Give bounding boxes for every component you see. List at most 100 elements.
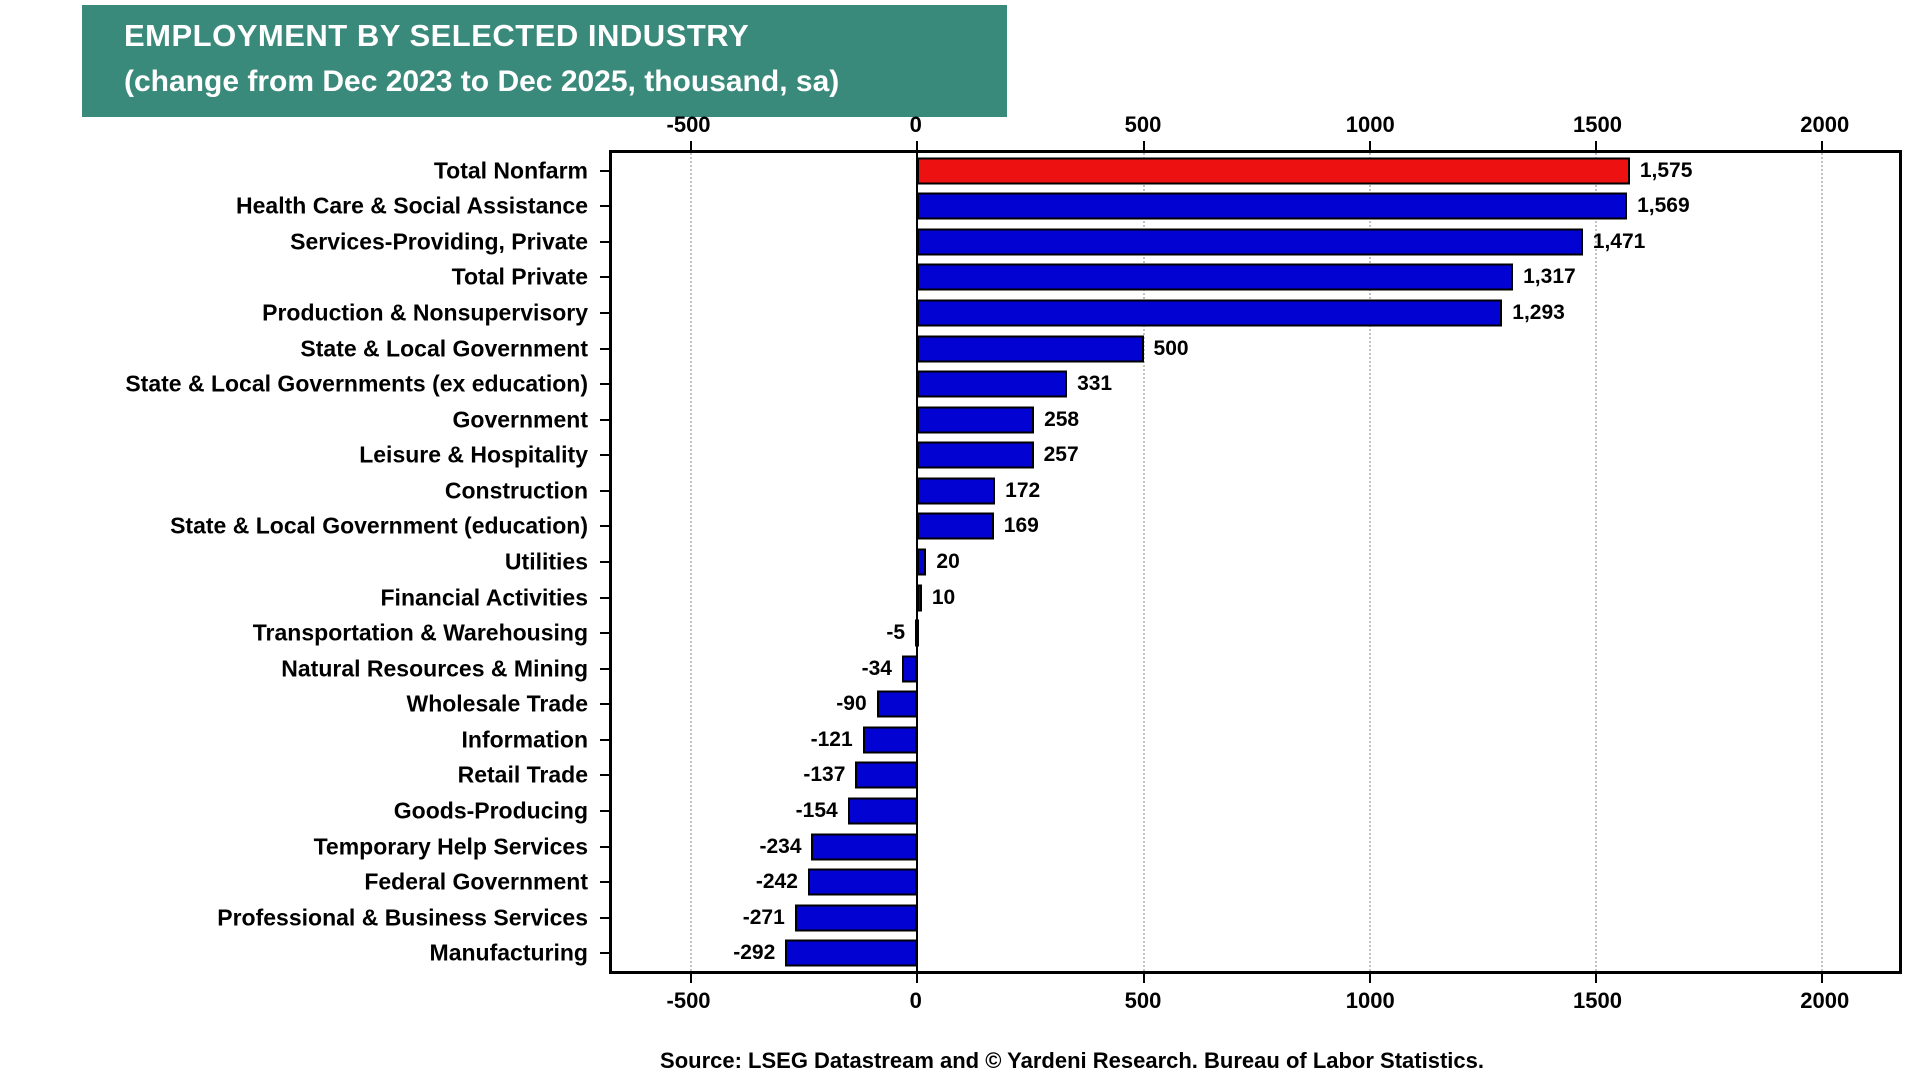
category-tick (600, 809, 609, 812)
bar (876, 690, 918, 718)
category-tick (600, 383, 609, 386)
x-axis-tick-label: 500 (1124, 112, 1162, 137)
axis-tick (1594, 141, 1597, 150)
axis-tick (1368, 974, 1371, 983)
category-tick (600, 952, 609, 955)
category-tick (600, 525, 609, 528)
category-tick (600, 454, 609, 457)
bar (862, 726, 918, 754)
category-label: Services-Providing, Private (290, 228, 588, 255)
bar-value-label: 1,293 (1512, 301, 1565, 325)
bar (811, 833, 918, 861)
category-tick (600, 632, 609, 635)
bar-value-label: -121 (810, 727, 853, 751)
bar-value-label: -5 (886, 621, 906, 645)
axis-tick (1142, 974, 1145, 983)
bar (807, 868, 918, 896)
x-axis-tick-label: 1000 (1345, 988, 1395, 1013)
bar (915, 619, 920, 647)
category-tick (600, 240, 609, 243)
bar-value-label: 1,569 (1637, 194, 1690, 218)
title-box: EMPLOYMENT BY SELECTED INDUSTRY (change … (82, 5, 1007, 117)
category-tick (600, 312, 609, 315)
category-tick (600, 916, 609, 919)
category-tick (600, 596, 609, 599)
source-note: Source: LSEG Datastream and © Yardeni Re… (660, 1048, 1484, 1073)
x-axis-tick-label: 1500 (1573, 988, 1622, 1013)
category-label: Health Care & Social Assistance (236, 192, 588, 219)
bar (847, 797, 918, 825)
category-label: Total Nonfarm (433, 157, 588, 184)
x-axis-tick-label: 1500 (1573, 112, 1622, 137)
category-label: State & Local Government (300, 335, 588, 362)
bar (855, 761, 918, 789)
bar-value-label: 10 (931, 585, 956, 609)
category-tick (600, 881, 609, 884)
bar (917, 263, 1514, 291)
category-label: Natural Resources & Mining (281, 655, 588, 682)
category-axis: Total Nonfarm Health Care & Social Assist… (0, 153, 598, 971)
gridline (690, 153, 693, 971)
bar (917, 584, 922, 612)
bar (917, 299, 1503, 327)
bar-value-label: -234 (759, 834, 802, 858)
category-tick (600, 845, 609, 848)
bar (917, 370, 1068, 398)
bar-value-label: -34 (861, 656, 892, 680)
category-label: Transportation & Warehousing (252, 619, 588, 646)
gridline (1368, 153, 1371, 971)
bar-value-label: 172 (1005, 478, 1041, 502)
bar-value-label: 258 (1044, 407, 1080, 431)
axis-tick (1368, 141, 1371, 150)
x-axis-tick-label: 0 (909, 112, 922, 137)
x-axis-tick-label: -500 (666, 112, 711, 137)
bar-value-label: 1,471 (1592, 229, 1646, 253)
gridline (1821, 153, 1824, 971)
bar-value-label: -154 (795, 798, 838, 822)
x-axis-tick-label: 1000 (1345, 112, 1395, 137)
category-label: Leisure & Hospitality (359, 441, 588, 468)
category-tick (600, 703, 609, 706)
gridline (1594, 153, 1597, 971)
bar-value-label: 1,575 (1639, 158, 1693, 182)
bar-value-label: 1,317 (1523, 265, 1576, 289)
category-label: Retail Trade (457, 761, 588, 788)
bar-value-label: 331 (1077, 372, 1113, 396)
bar (917, 477, 996, 505)
x-axis-tick-label: 2000 (1800, 988, 1850, 1013)
category-label: Temporary Help Services (313, 833, 588, 860)
category-label: Construction (444, 477, 588, 504)
category-label: Total Private (451, 263, 588, 290)
category-label: Federal Government (364, 868, 588, 895)
x-axis-tick-label: 500 (1124, 988, 1162, 1013)
category-label: Information (461, 726, 589, 753)
axis-tick (916, 974, 919, 983)
category-label: Financial Activities (380, 584, 589, 611)
category-tick (600, 489, 609, 492)
category-label: Goods-Producing (393, 797, 588, 824)
axis-tick (1821, 141, 1824, 150)
chart-plot-area: 1,575 1,569 1,471 1,317 1,293 500 331 258 257 172… (600, 141, 1902, 983)
category-label: Professional & Business Services (217, 904, 588, 931)
x-axis-bottom: -500 0 500 1000 1500 2000 (609, 984, 1902, 1020)
category-tick (600, 667, 609, 670)
category-tick (600, 205, 609, 208)
bar (917, 406, 1035, 434)
category-label: Production & Nonsupervisory (262, 299, 588, 326)
x-axis-top: -500 0 500 1000 1500 2000 (609, 104, 1902, 140)
category-tick (600, 347, 609, 350)
axis-tick (690, 141, 693, 150)
category-tick (600, 561, 609, 563)
axis-tick (1594, 974, 1597, 983)
bar (917, 228, 1583, 256)
category-label: Wholesale Trade (406, 690, 588, 717)
category-tick (600, 738, 609, 741)
category-tick (600, 418, 609, 421)
bar-value-label: -137 (803, 763, 846, 787)
bar (794, 904, 918, 932)
bar (917, 441, 1034, 469)
x-axis-tick-label: -500 (666, 988, 711, 1013)
bar-value-label: 257 (1043, 443, 1079, 467)
bar-value-label: 169 (1003, 514, 1039, 538)
category-label: Utilities (504, 548, 588, 575)
